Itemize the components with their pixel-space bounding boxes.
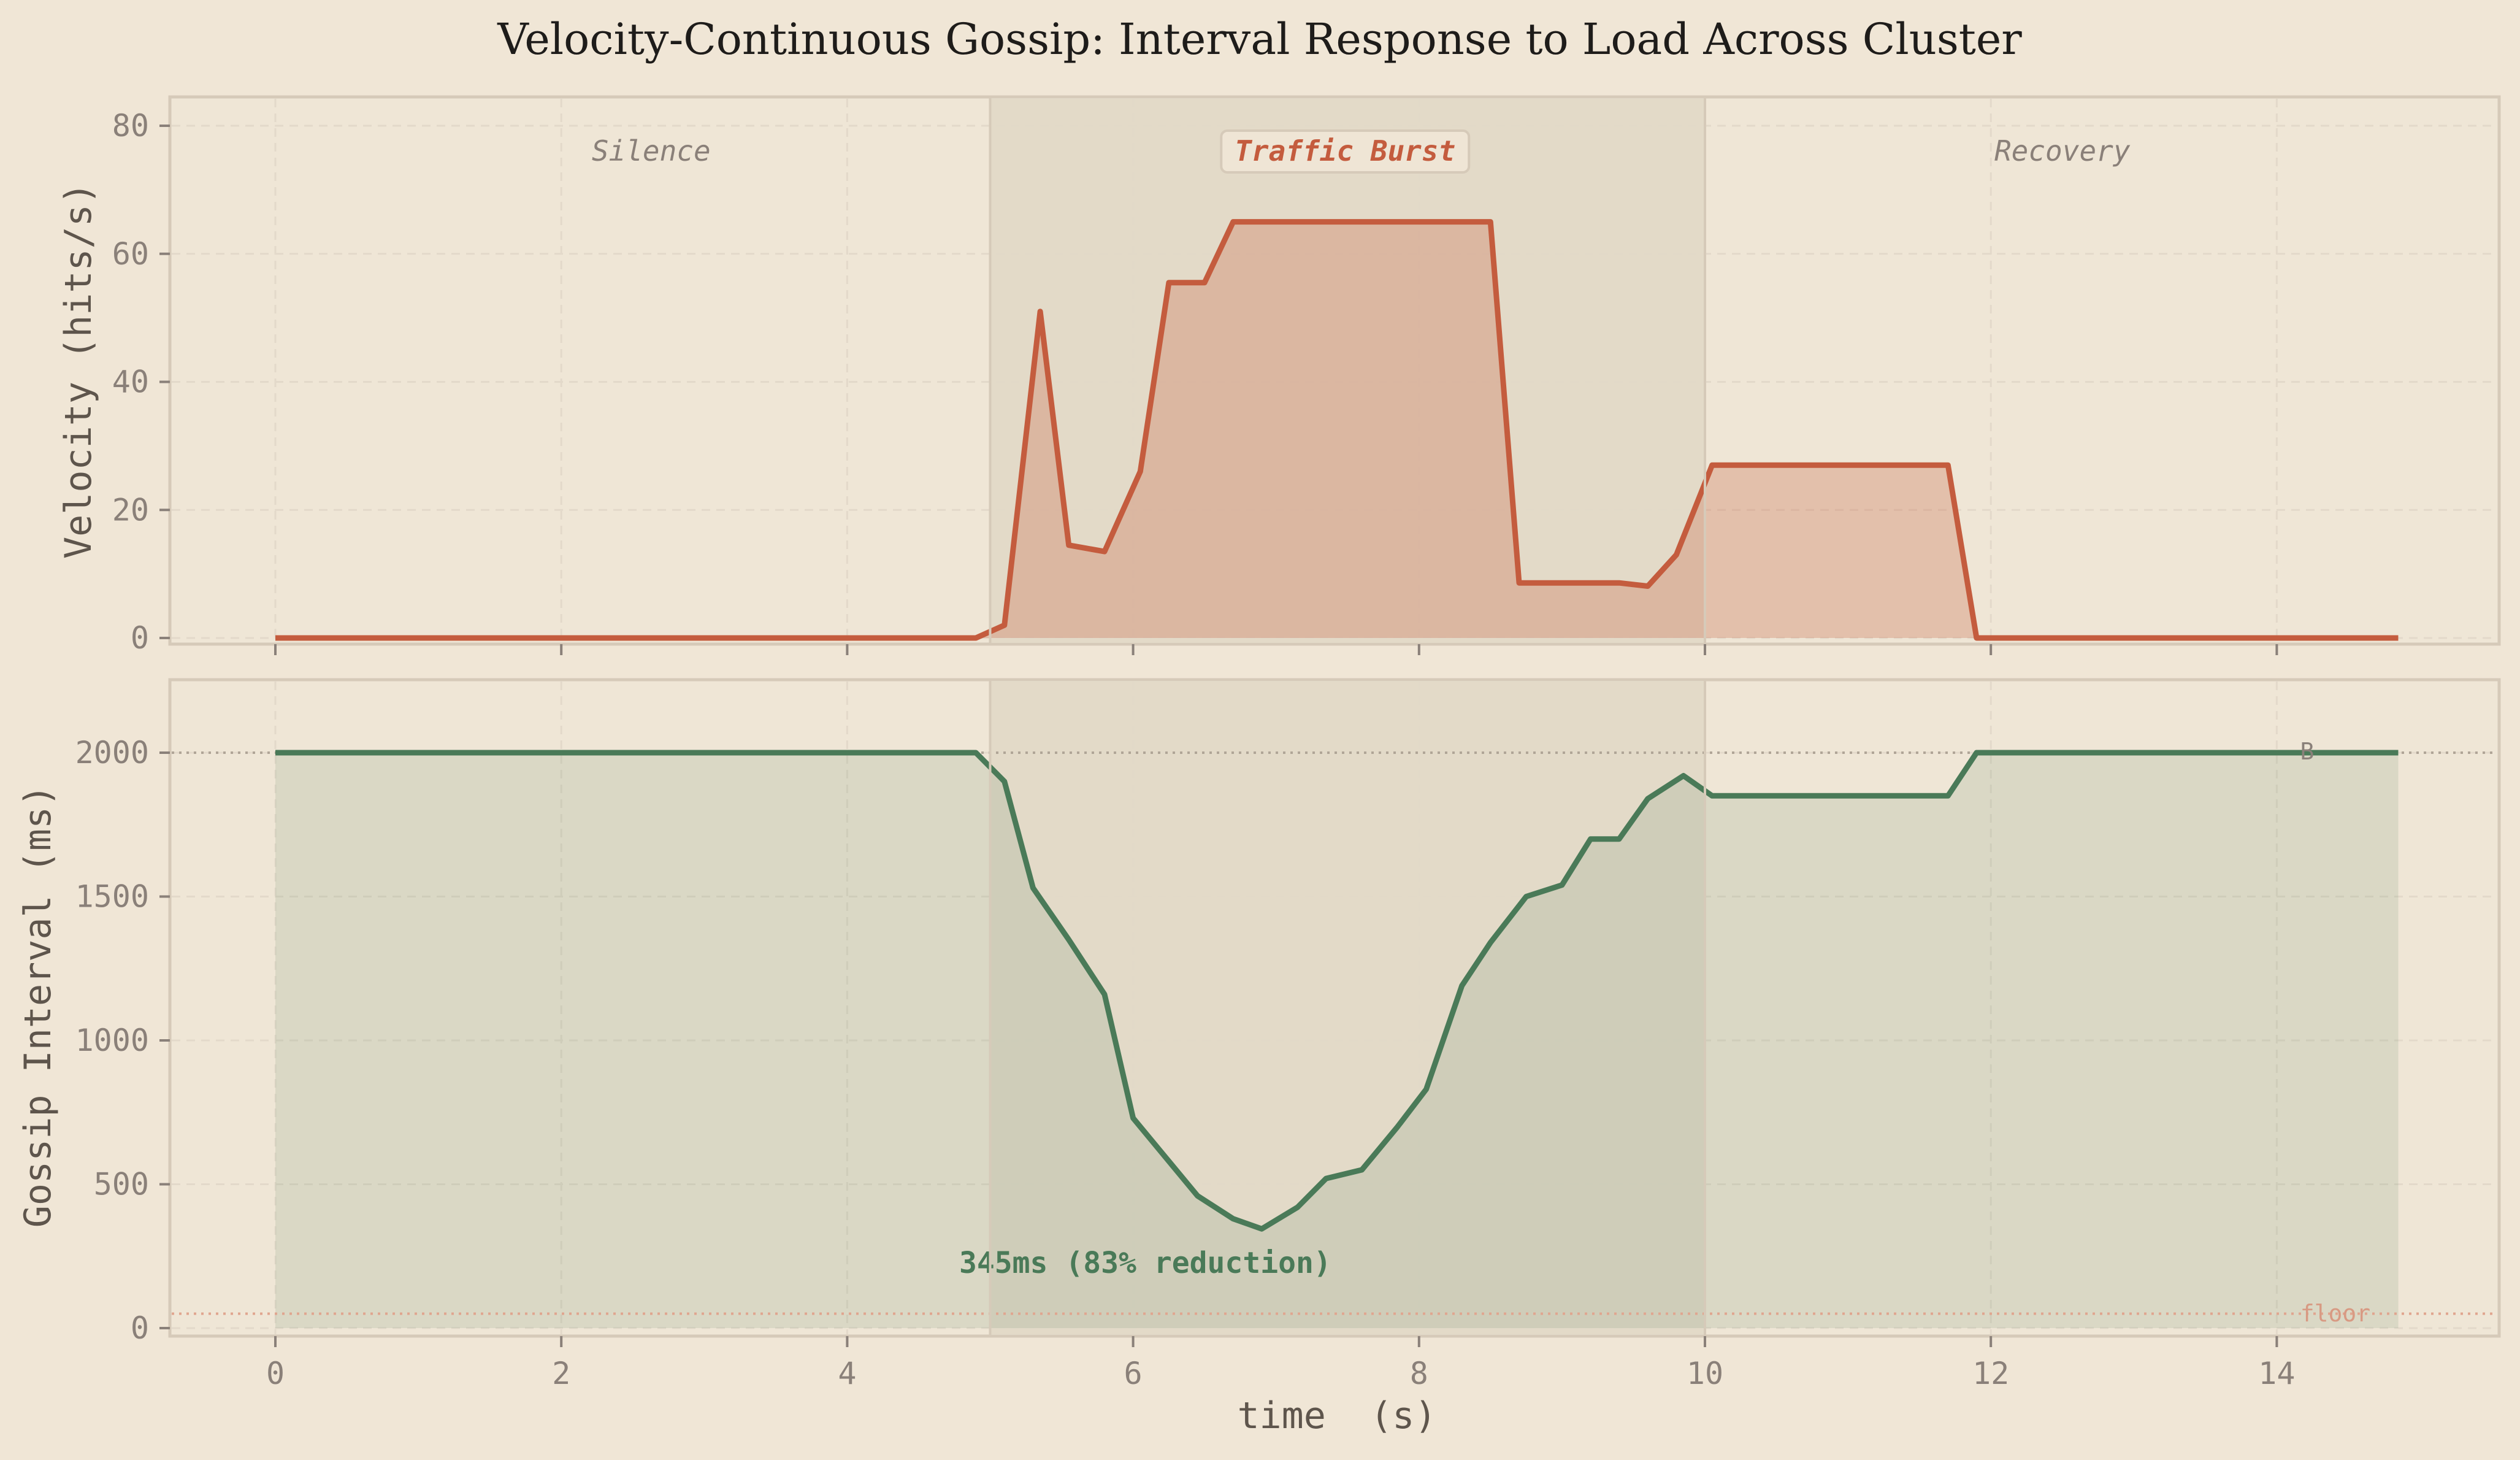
- chart-title: Velocity-Continuous Gossip: Interval Res…: [497, 14, 2022, 64]
- svg-text:0: 0: [266, 1356, 285, 1391]
- velocity-y-axis-label: Velocity (hits/s): [57, 182, 100, 559]
- svg-text:1000: 1000: [75, 1023, 149, 1058]
- velocity-panel: 0 20 40 60 80 Silence Traffic Burst Recovery…: [57, 95, 2501, 656]
- svg-text:80: 80: [112, 108, 149, 144]
- svg-text:6: 6: [1124, 1356, 1143, 1391]
- velocity-area: [275, 221, 2399, 639]
- phase-label-recovery: Recovery: [1994, 134, 2131, 167]
- velocity-y-ticks: 0 20 40 60 80: [112, 108, 170, 656]
- interval-panel: B floor 345ms (83% reduction) 0 500 1000 15…: [17, 678, 2501, 1437]
- phase-label-silence: Silence: [592, 134, 711, 167]
- svg-text:2000: 2000: [75, 735, 149, 770]
- svg-text:1500: 1500: [75, 879, 149, 915]
- svg-text:2: 2: [552, 1356, 570, 1391]
- svg-text:0: 0: [131, 620, 149, 656]
- svg-text:10: 10: [1687, 1356, 1723, 1391]
- svg-text:20: 20: [112, 492, 149, 528]
- svg-text:60: 60: [112, 236, 149, 272]
- svg-text:4: 4: [838, 1356, 856, 1391]
- interval-x-ticks: 0 2 4 6 8 10 12 14: [266, 1336, 2296, 1391]
- svg-text:12: 12: [1972, 1356, 2009, 1391]
- x-axis-label: time (s): [1237, 1394, 1436, 1437]
- interval-y-axis-label: Gossip Interval (ms): [17, 785, 59, 1228]
- svg-text:500: 500: [94, 1167, 149, 1202]
- interval-area: [275, 753, 2399, 1328]
- phase-label-burst-box: Traffic Burst: [1220, 129, 1471, 174]
- svg-text:0: 0: [131, 1310, 149, 1346]
- burst-band: [990, 98, 1705, 643]
- svg-text:14: 14: [2258, 1356, 2295, 1391]
- baseline-label: B: [2300, 738, 2315, 765]
- floor-label: floor: [2300, 1300, 2370, 1327]
- svg-text:40: 40: [112, 364, 149, 400]
- interval-y-ticks: 0 500 1000 1500 2000: [75, 735, 170, 1346]
- phase-label-burst: Traffic Burst: [1235, 134, 1455, 167]
- min-interval-annotation: 345ms (83% reduction): [959, 1246, 1331, 1280]
- interval-line: [275, 750, 2399, 1232]
- velocity-x-ticks: [274, 644, 2278, 655]
- velocity-line: [275, 219, 2399, 641]
- svg-text:8: 8: [1410, 1356, 1428, 1391]
